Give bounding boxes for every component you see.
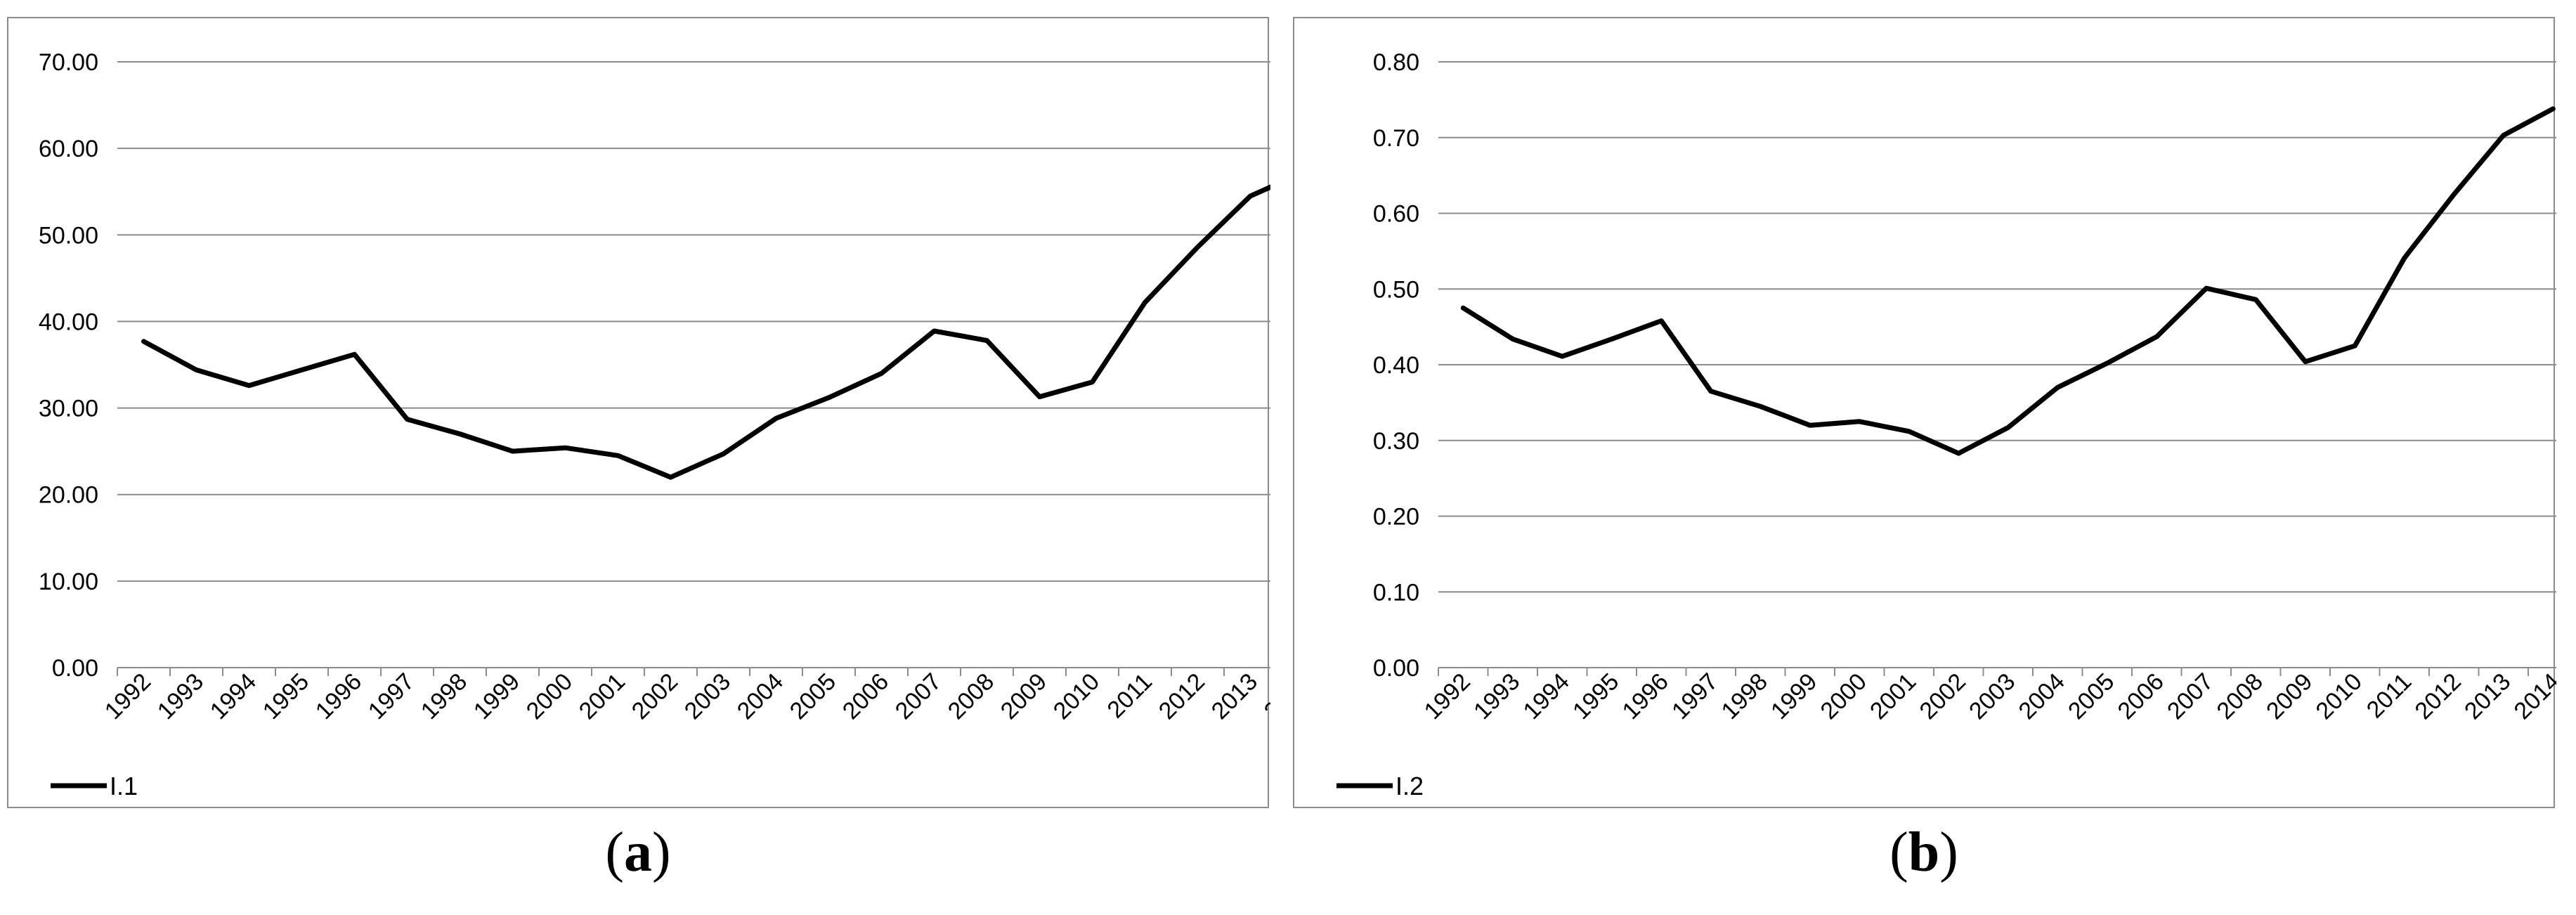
x-tick-label: 2007: [2162, 668, 2218, 725]
y-tick-labels: 0.00 10.00 20.00 30.00 40.00 50.00 60.00 70.00: [39, 49, 98, 682]
x-tick-label: 1996: [311, 668, 367, 725]
x-tick-label: 2013: [1206, 668, 1263, 725]
x-tick-label: 2003: [679, 668, 736, 725]
y-tick-label: 0.20: [1373, 504, 1419, 531]
x-tick-label: 1999: [469, 668, 525, 725]
x-tick-label: 2012: [2410, 668, 2466, 725]
x-tick-label: 1998: [416, 668, 472, 725]
x-tick-labels: 1992199319941995199619971998199920002001…: [1419, 668, 2556, 725]
caption-b: (b): [1889, 822, 1958, 883]
x-tick-label: 2002: [627, 668, 683, 725]
x-tick-label: 2012: [1154, 668, 1210, 725]
x-tick-label: 2000: [1816, 668, 1872, 725]
y-tick-labels: 0.00 0.10 0.20 0.30 0.40 0.50 0.60 0.70 0.80: [1373, 49, 1419, 682]
x-tick-label: 2008: [2212, 668, 2268, 725]
y-tick-label: 0.30: [1373, 428, 1419, 455]
x-tick-label: 2014: [2509, 668, 2556, 725]
x-tick-label: 1993: [152, 668, 209, 725]
legend-label: I.2: [1396, 772, 1424, 800]
y-tick-label: 0.10: [1373, 579, 1419, 606]
x-tick-label: 2010: [1048, 668, 1105, 725]
gridlines: [1438, 61, 2556, 593]
x-tick-label: 2004: [2014, 668, 2070, 725]
x-tick-label: 1994: [205, 668, 261, 725]
x-tick-label: 2005: [2063, 668, 2119, 725]
y-tick-label: 50.00: [39, 222, 98, 249]
x-tick-label: 2011: [1102, 668, 1158, 724]
legend: I.1: [51, 772, 138, 800]
y-tick-label: 0.70: [1373, 125, 1419, 152]
chart-panel-a: 0.00 10.00 20.00 30.00 40.00 50.00 60.00 70.00 1…: [7, 17, 1270, 808]
x-tick-label: 2002: [1915, 668, 1971, 725]
y-tick-label: 0.40: [1373, 352, 1419, 379]
series-line: [1460, 106, 2556, 456]
y-tick-label: 0.00: [52, 655, 98, 682]
legend-label: I.1: [110, 772, 138, 800]
x-tick-label: 2011: [2362, 668, 2417, 724]
legend: I.2: [1336, 772, 1424, 800]
x-tick-label: 2006: [838, 668, 894, 725]
x-tick-label: 2009: [2261, 668, 2317, 725]
x-tick-label: 2004: [732, 668, 788, 725]
x-tick-label: 2001: [574, 668, 630, 725]
x-tick-label: 2005: [785, 668, 841, 725]
x-tick-label: 2003: [1964, 668, 2020, 725]
x-tick-label: 1998: [1717, 668, 1773, 725]
x-tick-label: 1995: [1568, 668, 1624, 725]
y-tick-label: 30.00: [39, 396, 98, 422]
x-tick-label: 2008: [943, 668, 999, 725]
x-tick-label: 1999: [1766, 668, 1822, 725]
x-tick-label: 1992: [1419, 668, 1476, 725]
x-tick-label: 2009: [996, 668, 1052, 725]
y-tick-label: 0.00: [1373, 655, 1419, 682]
y-tick-label: 0.50: [1373, 276, 1419, 303]
line-chart-a: 0.00 10.00 20.00 30.00 40.00 50.00 60.00 70.00 1…: [39, 49, 1270, 800]
y-tick-label: 10.00: [39, 569, 98, 595]
x-tick-label: 1993: [1469, 668, 1525, 725]
caption-a: (a): [605, 822, 671, 883]
x-tick-label: 2000: [521, 668, 578, 725]
line-chart-b: 0.00 0.10 0.20 0.30 0.40 0.50 0.60 0.70 0.80 1992…: [1336, 49, 2556, 800]
y-tick-label: 70.00: [39, 49, 98, 76]
x-tick-label: 1994: [1518, 668, 1575, 725]
x-tick-label: 1992: [100, 668, 156, 725]
x-tick-label: 2007: [890, 668, 947, 725]
x-tick-label: 2001: [1865, 668, 1921, 725]
y-tick-label: 20.00: [39, 482, 98, 509]
y-tick-label: 60.00: [39, 136, 98, 162]
x-tick-label: 2014: [1259, 668, 1270, 725]
x-tick-label: 1997: [1667, 668, 1723, 725]
x-tick-label: 1996: [1618, 668, 1674, 725]
x-tick-label: 1997: [363, 668, 419, 725]
y-tick-label: 0.80: [1373, 49, 1419, 76]
series-line: [141, 184, 1270, 480]
x-tick-labels: 1992199319941995199619971998199920002001…: [100, 668, 1270, 725]
x-tick-label: 1995: [258, 668, 314, 725]
chart-panel-b: 0.00 0.10 0.20 0.30 0.40 0.50 0.60 0.70 0.80 1992…: [1293, 17, 2556, 808]
x-tick-label: 2013: [2459, 668, 2516, 725]
x-tick-label: 2006: [2113, 668, 2169, 725]
gridlines: [117, 61, 1270, 582]
y-tick-label: 40.00: [39, 309, 98, 335]
y-tick-label: 0.60: [1373, 201, 1419, 228]
x-tick-label: 2010: [2311, 668, 2367, 725]
